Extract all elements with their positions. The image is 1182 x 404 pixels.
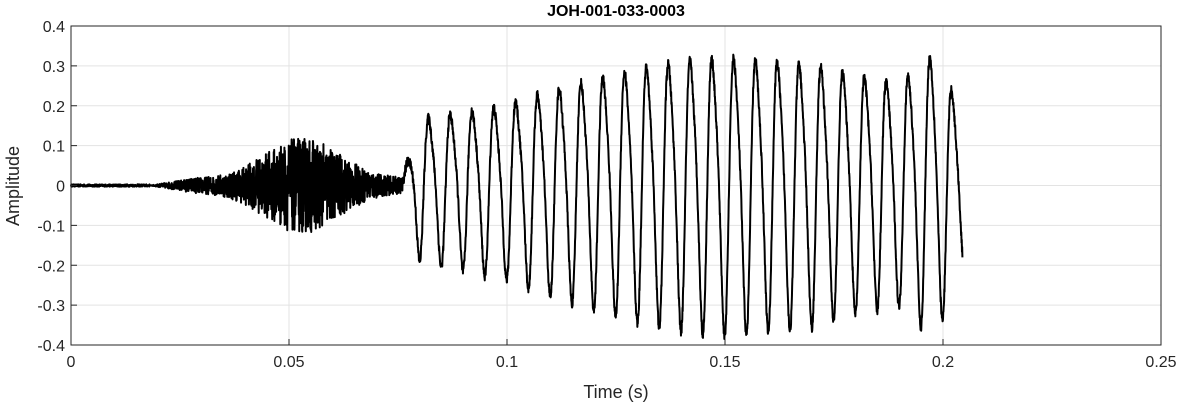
plot-area: [70, 53, 964, 341]
y-tick-label: 0.2: [43, 99, 65, 116]
x-tick-label: 0.05: [273, 354, 304, 371]
chart-title: JOH-001-033-0003: [547, 3, 685, 20]
x-axis-label: Time (s): [583, 382, 648, 402]
x-tick-label: 0: [67, 354, 76, 371]
y-tick-label: -0.3: [37, 298, 65, 315]
x-tick-label: 0.2: [932, 354, 954, 371]
x-tick-label: 0.15: [709, 354, 740, 371]
ticks: 0 0.05 0.1 0.15 0.2 0.25 0.4 0.3 0.2 0.1 0 -0.1 -0.2…: [37, 19, 1176, 371]
x-tick-label: 0.25: [1145, 354, 1176, 371]
y-tick-label: 0: [56, 179, 65, 196]
waveform-line: [70, 53, 964, 341]
y-axis-label: Amplitude: [3, 146, 23, 226]
y-tick-label: -0.4: [37, 338, 65, 355]
y-tick-label: -0.1: [37, 218, 65, 235]
x-tick-label: 0.1: [496, 354, 518, 371]
y-tick-label: 0.1: [43, 139, 65, 156]
y-tick-label: 0.4: [43, 19, 65, 36]
y-tick-label: 0.3: [43, 59, 65, 76]
y-tick-label: -0.2: [37, 258, 65, 275]
